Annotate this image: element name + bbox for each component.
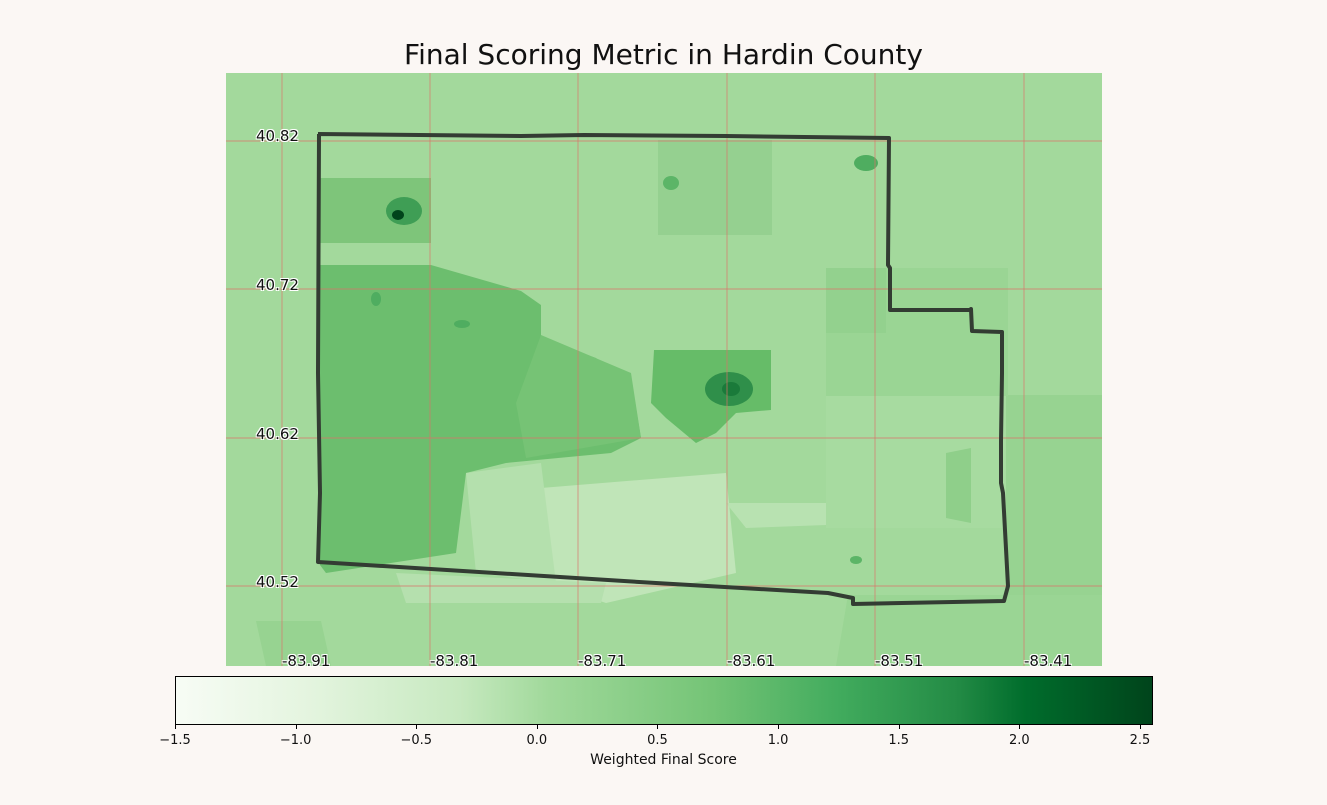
lon-label-2: -83.81 (430, 652, 479, 670)
urban-patch-w (371, 292, 381, 306)
lat-label-4: 40.52 (256, 573, 299, 591)
map-canvas (226, 73, 1102, 666)
region-lower-east (826, 396, 1006, 528)
colorbar-tick-mark (1139, 724, 1141, 729)
map-title: Final Scoring Metric in Hardin County (404, 38, 923, 71)
colorbar-tick-label: 1.5 (888, 733, 910, 748)
colorbar-label: Weighted Final Score (590, 752, 737, 768)
urban-patch-nw-core (392, 210, 404, 220)
urban-patch-nw (386, 197, 422, 225)
colorbar-tick-mark (657, 724, 659, 729)
region-south-central-light (541, 473, 736, 603)
lon-label-6: -83.41 (1024, 652, 1073, 670)
urban-patch-n (663, 176, 679, 190)
colorbar-tick-label: 1.0 (767, 733, 789, 748)
region-east-light-2 (726, 503, 826, 528)
colorbar-tick-mark (536, 724, 538, 729)
colorbar-tick-label: 2.0 (1008, 733, 1030, 748)
colorbar-tick-label: −1.5 (159, 733, 191, 748)
colorbar-tick-label: −1.0 (279, 733, 312, 748)
region-southeast (836, 595, 1102, 666)
lat-label-2: 40.72 (256, 276, 299, 294)
region-small-east (946, 448, 971, 523)
colorbar-tick-mark (1019, 724, 1021, 729)
colorbar-tick-mark (175, 724, 176, 729)
urban-patch-center-core (722, 382, 740, 396)
colorbar-tick-mark (295, 724, 297, 729)
urban-patch-ne (854, 155, 878, 171)
region-central-south (516, 335, 641, 458)
colorbar-tick-mark (416, 724, 418, 729)
choropleth-map (226, 73, 1102, 666)
region-southwest-outside (256, 621, 331, 666)
region-south-mid (466, 463, 556, 583)
colorbar-tick-mark (898, 724, 900, 729)
colorbar-tick-label: 0.5 (647, 733, 668, 748)
region-north-central (658, 140, 772, 235)
colorbar-tick-mark (778, 724, 780, 729)
region-northwest-tract (320, 178, 431, 243)
graticule (226, 73, 1102, 666)
lon-label-4: -83.61 (727, 652, 776, 670)
colorbar (175, 676, 1153, 725)
colorbar-tick-label: 0.0 (526, 733, 548, 748)
urban-patch-w2 (454, 320, 470, 328)
region-outside-south (396, 573, 606, 603)
colorbar-tick-label: −0.5 (400, 733, 433, 748)
urban-patch-s (850, 556, 862, 564)
lon-label-1: -83.91 (282, 652, 331, 670)
lat-label-1: 40.82 (256, 127, 299, 145)
region-west-large (320, 265, 641, 573)
lon-label-5: -83.51 (875, 652, 924, 670)
lon-label-3: -83.71 (578, 652, 627, 670)
region-east-inner (826, 268, 886, 333)
lat-label-3: 40.62 (256, 425, 299, 443)
county-boundary (316, 132, 1010, 606)
colorbar-tick-label: 2.5 (1129, 733, 1151, 748)
